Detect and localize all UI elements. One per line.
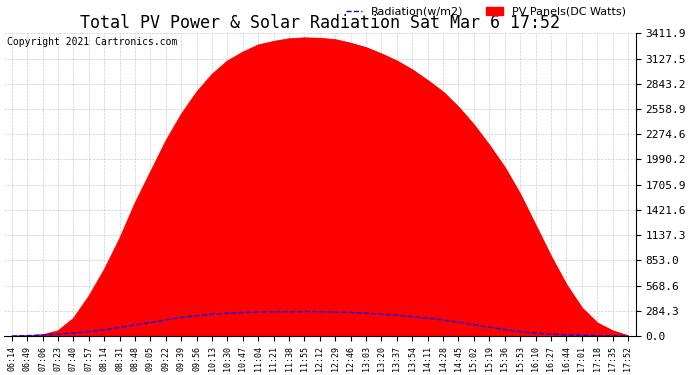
Legend: Radiation(w/m2), PV Panels(DC Watts): Radiation(w/m2), PV Panels(DC Watts) <box>342 3 630 21</box>
Text: Copyright 2021 Cartronics.com: Copyright 2021 Cartronics.com <box>7 37 177 47</box>
Title: Total PV Power & Solar Radiation Sat Mar 6 17:52: Total PV Power & Solar Radiation Sat Mar… <box>80 14 560 32</box>
